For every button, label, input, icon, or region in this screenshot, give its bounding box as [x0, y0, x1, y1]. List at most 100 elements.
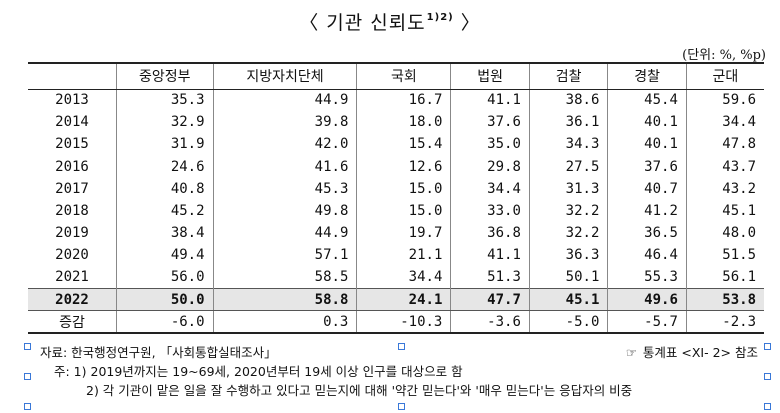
table-title: 〈 기관 신뢰도1)2) 〉: [0, 8, 780, 35]
table-cell: 51.3: [450, 266, 530, 289]
selection-handle-top-middle[interactable]: [398, 343, 405, 350]
row-label: 2018: [55, 203, 89, 220]
column-header: 검찰: [528, 62, 608, 90]
selection-handle-bottom-right[interactable]: [764, 403, 771, 410]
table-cell: 16.7: [356, 89, 451, 112]
row-label: 2020: [55, 247, 89, 264]
table-cell: 49.6: [607, 288, 687, 312]
selection-handle-bottom-middle[interactable]: [398, 403, 405, 410]
table-cell: 21.1: [356, 244, 451, 267]
table-cell: 18.0: [356, 111, 451, 134]
table-cell: 41.1: [450, 244, 530, 267]
table-row: 2014 32.9 39.8 18.0 37.6 36.1 40.1 34.4: [28, 111, 764, 134]
table-cell: -5.0: [528, 310, 608, 335]
table-cell: 36.5: [607, 222, 687, 245]
selection-handle-top-left[interactable]: [24, 343, 31, 350]
table-cell: 58.8: [212, 288, 357, 312]
row-label: 2015: [55, 136, 89, 153]
pointing-hand-icon: ☞: [625, 345, 637, 360]
table-cell: 45.3: [212, 177, 357, 200]
table-cell: 27.5: [528, 155, 608, 178]
table-row: 2020 49.4 57.1 21.1 41.1 36.3 46.4 51.5: [28, 244, 764, 267]
table-cell: 41.2: [607, 199, 687, 223]
table-cell: 31.9: [116, 133, 214, 156]
table-cell: 32.9: [116, 111, 214, 134]
column-header: 군대: [685, 62, 764, 90]
table-cell: -10.3: [356, 310, 451, 335]
table-cell: 36.3: [528, 244, 608, 267]
table-cell: 45.2: [116, 199, 214, 223]
selection-handle-top-right[interactable]: [764, 343, 771, 350]
column-header: 법원: [450, 62, 530, 90]
trust-table: 중앙정부 지방자치단체 국회 법원 검찰 경찰 군대 2013 35.3 44.9 16.7 41.…: [28, 62, 764, 335]
row-label: 2017: [55, 180, 89, 197]
row-label: 2019: [55, 225, 89, 242]
table-cell: 36.1: [528, 111, 608, 134]
row-label: 2021: [55, 269, 89, 286]
table-cell: 50.0: [116, 288, 214, 312]
unit-label: (단위: %, %p): [682, 48, 766, 63]
table-cell: 56.1: [685, 266, 764, 289]
table-cell: -3.6: [450, 310, 530, 335]
title-footnote-marker: 1)2): [426, 12, 454, 23]
table-cell: 49.4: [116, 244, 214, 267]
table-cell: 40.1: [607, 133, 687, 156]
table-cell: 47.7: [450, 288, 530, 312]
table-row-change: 증감 -6.0 0.3 -10.3 -3.6 -5.0 -5.7 -2.3: [28, 310, 764, 335]
table-cell: 43.7: [685, 155, 764, 178]
title-close-bracket: 〉: [460, 12, 481, 34]
selection-handle-middle-left[interactable]: [24, 373, 31, 380]
table-cell: 56.0: [116, 266, 214, 289]
table-cell: 37.6: [607, 155, 687, 178]
note-1: 주: 1) 2019년까지는 19~69세, 2020년부터 19세 이상 인구…: [54, 364, 463, 379]
selection-handle-middle-right[interactable]: [764, 373, 771, 380]
table-cell: 0.3: [212, 310, 357, 335]
table-cell: 15.0: [356, 177, 451, 200]
table-body: 2013 35.3 44.9 16.7 41.1 38.6 45.4 59.6 2014 32.9…: [28, 89, 764, 335]
table-cell: 53.8: [685, 288, 764, 312]
table-cell: -5.7: [607, 310, 687, 335]
source-row: 자료: 한국행정연구원, 「사회통합실태조사」 ☞ 통계표 <XI- 2> 참조: [40, 343, 758, 362]
column-header: 지방자치단체: [212, 62, 357, 90]
table-cell: 45.1: [528, 288, 608, 312]
table-row: 2019 38.4 44.9 19.7 36.8 32.2 36.5 48.0: [28, 222, 764, 245]
table-cell: 19.7: [356, 222, 451, 245]
table-cell: 45.1: [685, 199, 764, 223]
table-cell: 44.9: [212, 89, 357, 112]
table-row: 2015 31.9 42.0 15.4 35.0 34.3 40.1 47.8: [28, 133, 764, 156]
table-cell: 24.6: [116, 155, 214, 178]
table-row: 2017 40.8 45.3 15.0 34.4 31.3 40.7 43.2: [28, 177, 764, 200]
table-cell: 32.2: [528, 222, 608, 245]
table-cell: 59.6: [685, 89, 764, 112]
note-2: 2) 각 기관이 맡은 일을 잘 수행하고 있다고 믿는지에 대해 '약간 믿는…: [86, 383, 633, 398]
table-cell: 40.7: [607, 177, 687, 200]
column-header: 국회: [356, 62, 451, 90]
row-label: 2022: [28, 288, 117, 312]
row-label: 2014: [55, 114, 89, 131]
table-cell: 37.6: [450, 111, 530, 134]
table-cell: 35.3: [116, 89, 214, 112]
table-cell: 43.2: [685, 177, 764, 200]
table-cell: 41.6: [212, 155, 357, 178]
row-label: 2013: [55, 92, 89, 109]
table-cell: 34.3: [528, 133, 608, 156]
notes: 자료: 한국행정연구원, 「사회통합실태조사」 ☞ 통계표 <XI- 2> 참조 …: [40, 343, 758, 400]
table-row-highlight: 2022 50.0 58.8 24.1 47.7 45.1 49.6 53.8: [28, 288, 764, 312]
table-cell: 40.8: [116, 177, 214, 200]
table-cell: 39.8: [212, 111, 357, 134]
selection-handle-bottom-left[interactable]: [24, 403, 31, 410]
table-cell: 41.1: [450, 89, 530, 112]
header-row: 중앙정부 지방자치단체 국회 법원 검찰 경찰 군대: [28, 62, 764, 90]
table-cell: 15.0: [356, 199, 451, 223]
table-cell: 34.4: [685, 111, 764, 134]
table-row: 2018 45.2 49.8 15.0 33.0 32.2 41.2 45.1: [28, 199, 764, 223]
table-cell: 34.4: [450, 177, 530, 200]
table-cell: 35.0: [450, 133, 530, 156]
table-cell: 33.0: [450, 199, 530, 223]
table-cell: -6.0: [116, 310, 214, 335]
table-cell: 36.8: [450, 222, 530, 245]
table-cell: -2.3: [685, 310, 764, 335]
column-header: 경찰: [607, 62, 687, 90]
table-cell: 45.4: [607, 89, 687, 112]
table-cell: 58.5: [212, 266, 357, 289]
